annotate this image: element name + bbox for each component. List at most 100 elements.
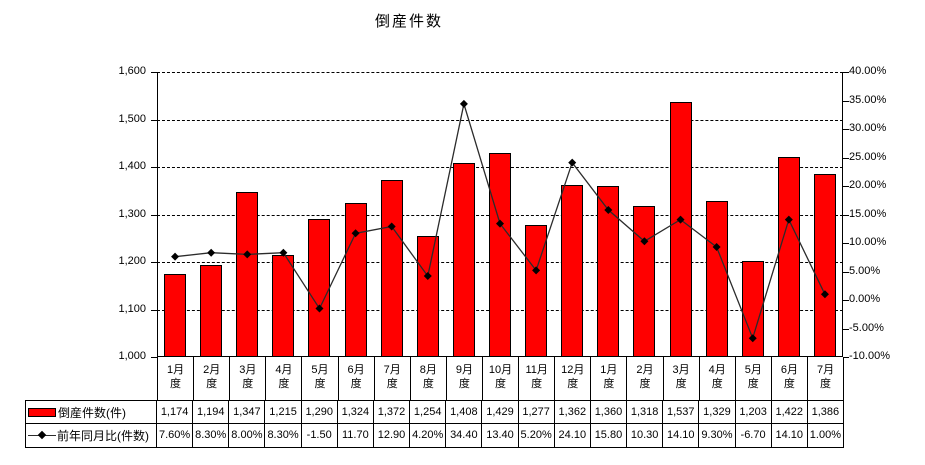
y-axis-right-label: 10.00%	[849, 236, 887, 248]
line-marker-diamond	[604, 205, 613, 214]
right-axis-tick	[843, 328, 849, 330]
table-cell-count: 1,318	[627, 401, 664, 423]
legend-item-bar-series: 倒産件数(件)	[26, 401, 157, 423]
table-cell-count: 1,422	[772, 401, 808, 423]
y-axis-left-label: 1,500	[118, 112, 146, 125]
y-axis-right-label: 30.00%	[849, 122, 887, 134]
bar	[525, 225, 548, 357]
right-axis-tick	[843, 72, 849, 73]
table-cell-ratio: 14.10	[772, 424, 808, 447]
x-axis-label: 7月度	[808, 357, 845, 400]
legend-item-line-series: 前年同月比(件数)	[26, 424, 157, 447]
table-cell-count: 1,372	[374, 401, 411, 423]
table-cell-count: 1,360	[591, 401, 628, 423]
right-axis-tick	[843, 186, 849, 187]
line-marker-diamond	[351, 229, 360, 238]
line-marker-diamond	[676, 215, 685, 224]
x-axis-label: 4月度	[700, 357, 736, 400]
left-axis-tick	[151, 72, 157, 73]
legend-line-swatch-icon	[28, 430, 56, 441]
legend-bar-swatch-icon	[28, 407, 56, 417]
line-marker-diamond	[748, 334, 757, 343]
line-marker-diamond	[387, 222, 396, 231]
legend-series-label: 倒産件数(件)	[58, 405, 126, 420]
gridline	[157, 119, 843, 121]
left-axis-tick	[151, 167, 157, 168]
plot-area	[151, 72, 849, 358]
legend-series-label: 前年同月比(件数)	[57, 429, 149, 443]
table-cell-ratio: 34.40	[446, 424, 483, 447]
table-cell-ratio: 10.30	[627, 424, 664, 447]
x-axis-label: 4月度	[266, 357, 303, 400]
x-axis-label: 1月度	[591, 357, 628, 400]
table-cell-ratio: 14.10	[663, 424, 700, 447]
bar	[597, 186, 620, 357]
table-cell-count: 1,254	[410, 401, 447, 423]
table-row-yoy-ratio: 前年同月比(件数) 7.60% 8.30% 8.00% 8.30% -1.50 11.70…	[26, 424, 843, 447]
line-marker-diamond	[712, 242, 721, 251]
y-axis-left-label: 1,300	[118, 207, 146, 220]
line-marker-diamond	[820, 290, 829, 299]
bar	[452, 163, 475, 357]
x-axis-label: 5月度	[302, 357, 339, 400]
line-marker-diamond	[171, 252, 180, 261]
table-cell-count: 1,277	[519, 401, 555, 423]
table-cell-count: 1,329	[699, 401, 736, 423]
line-marker-diamond	[784, 215, 793, 224]
y-axis-right-label: 15.00%	[849, 207, 887, 220]
table-cell-ratio: 8.00%	[229, 424, 266, 447]
x-axis-line	[157, 356, 843, 357]
bar	[380, 180, 403, 357]
x-axis-label: 2月度	[194, 357, 231, 400]
table-cell-ratio: 24.10	[555, 424, 591, 447]
line-marker-diamond	[640, 237, 649, 246]
line-marker-diamond	[496, 219, 504, 228]
table-cell-count: 1,408	[446, 401, 483, 423]
table-cell-ratio: 4.20%	[410, 424, 447, 447]
y-axis-left-label: 1,000	[118, 350, 146, 362]
x-axis-label: 3月度	[230, 357, 267, 400]
x-axis-label: 6月度	[772, 357, 808, 400]
x-axis-label: 3月度	[664, 357, 700, 400]
table-cell-ratio: 8.30%	[193, 424, 230, 447]
line-marker-diamond	[423, 272, 432, 281]
x-axis-label: 1月度	[158, 357, 195, 400]
y-axis-right-label: 35.00%	[849, 93, 887, 106]
chart-title: 倒産件数	[374, 13, 443, 30]
right-axis-tick	[843, 357, 849, 358]
y-axis-right-label: 40.00%	[849, 65, 887, 77]
table-cell-count: 1,203	[736, 401, 772, 423]
x-axis-label: 11月度	[519, 357, 556, 400]
y-axis-left-label: 1,600	[118, 65, 146, 77]
table-cell-ratio: 7.60%	[157, 424, 194, 447]
y-axis-right-label: 25.00%	[849, 150, 887, 163]
y-axis-right-label: 0.00%	[849, 293, 881, 305]
y-axis-right-label: 20.00%	[849, 179, 887, 191]
table-cell-ratio: 5.20%	[519, 424, 555, 447]
table-row-bankruptcy-count: 倒産件数(件) 1,174 1,194 1,347 1,215 1,290 1,324 1,…	[26, 401, 843, 424]
x-axis-label-strip: 1月度 2月度 3月度 4月度 5月度 6月度 7月度 8月度 9月度 10月度 11月度 12月度 1…	[157, 357, 845, 400]
table-row-values: 1,174 1,194 1,347 1,215 1,290 1,324 1,372 1,254…	[157, 401, 843, 423]
bar	[813, 173, 836, 357]
bar	[741, 260, 764, 357]
y-axis-left-label: 1,200	[118, 255, 146, 267]
right-axis-tick	[843, 214, 849, 216]
table-cell-ratio: 9.30%	[699, 424, 736, 447]
table-cell-ratio: 1.00%	[809, 429, 841, 441]
table-cell-ratio: 11.70	[338, 424, 374, 447]
table-cell-count: 1,386	[811, 406, 840, 418]
line-marker-diamond	[207, 248, 216, 257]
left-axis-tick	[151, 357, 157, 358]
line-marker-diamond	[459, 99, 468, 108]
right-axis-tick	[843, 129, 849, 130]
table-cell-count: 1,290	[302, 401, 338, 423]
trend-line-layer	[171, 99, 829, 343]
bar	[344, 203, 367, 357]
bar	[669, 101, 692, 357]
bar	[633, 205, 656, 357]
x-axis-label: 2月度	[627, 357, 664, 400]
table-cell-ratio: 12.90	[374, 424, 411, 447]
bar	[200, 264, 223, 357]
line-marker-diamond	[568, 158, 577, 167]
line-marker-diamond	[532, 266, 541, 275]
